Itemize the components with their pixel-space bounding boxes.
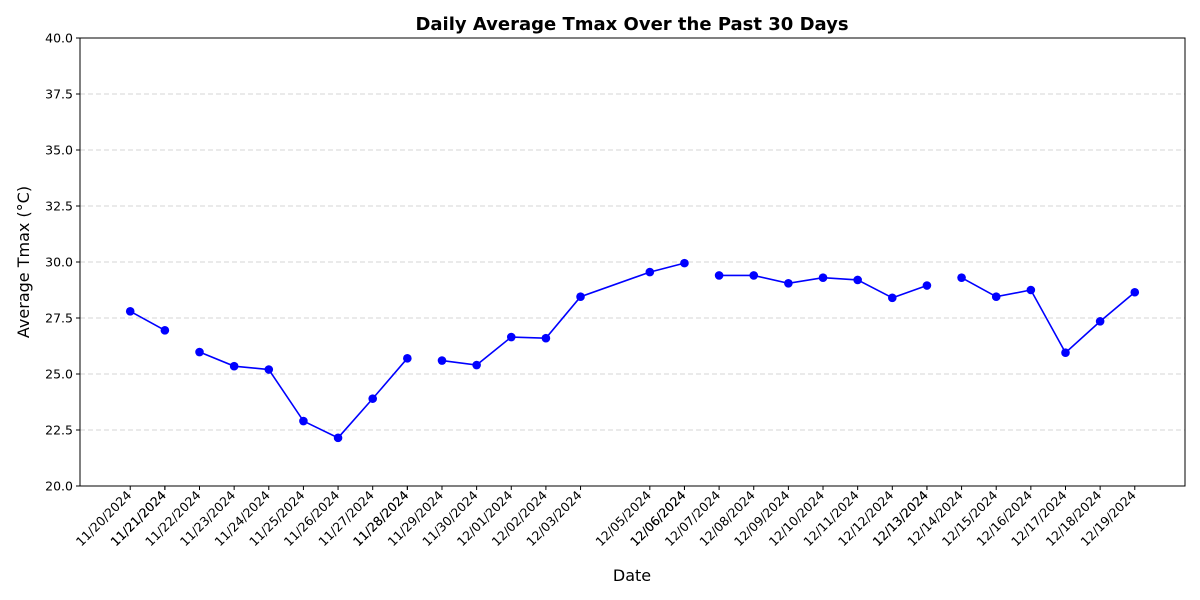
marker — [333, 433, 343, 443]
marker — [1130, 287, 1140, 297]
marker — [368, 394, 378, 403]
marker — [264, 365, 274, 374]
marker — [784, 278, 793, 288]
y-tick-label: 35.0 — [45, 143, 73, 158]
marker — [437, 356, 447, 365]
y-axis-label: Average Tmax (°C) — [14, 186, 33, 338]
marker — [1061, 348, 1070, 358]
marker — [541, 333, 551, 343]
marker — [403, 354, 412, 363]
y-tick-label: 30.0 — [45, 255, 73, 270]
marker — [853, 275, 862, 285]
marker — [506, 332, 516, 342]
marker — [576, 292, 585, 302]
marker — [922, 281, 932, 290]
x-axis-label: Date — [613, 566, 651, 585]
y-tick-label: 25.0 — [45, 367, 73, 382]
y-tick-label: 37.5 — [45, 87, 73, 102]
marker — [714, 271, 724, 280]
marker — [1095, 317, 1105, 326]
marker — [887, 293, 897, 303]
y-tick-label: 32.5 — [45, 199, 73, 214]
marker — [229, 361, 239, 371]
marker — [957, 273, 966, 282]
marker — [680, 258, 689, 268]
chart-title: Daily Average Tmax Over the Past 30 Days — [415, 14, 848, 35]
y-tick-label: 40.0 — [45, 31, 73, 46]
marker — [472, 360, 481, 370]
marker — [299, 416, 308, 426]
y-tick-label: 27.5 — [45, 311, 73, 326]
marker — [749, 271, 759, 280]
marker — [160, 326, 170, 335]
marker — [125, 306, 135, 316]
y-tick-label: 22.5 — [45, 423, 73, 438]
plot-frame — [79, 37, 1186, 487]
marker — [195, 347, 204, 357]
marker — [818, 273, 828, 282]
y-tick-label: 20.0 — [45, 479, 73, 494]
marker — [645, 267, 655, 277]
marker — [991, 292, 1001, 302]
marker — [1026, 285, 1036, 295]
